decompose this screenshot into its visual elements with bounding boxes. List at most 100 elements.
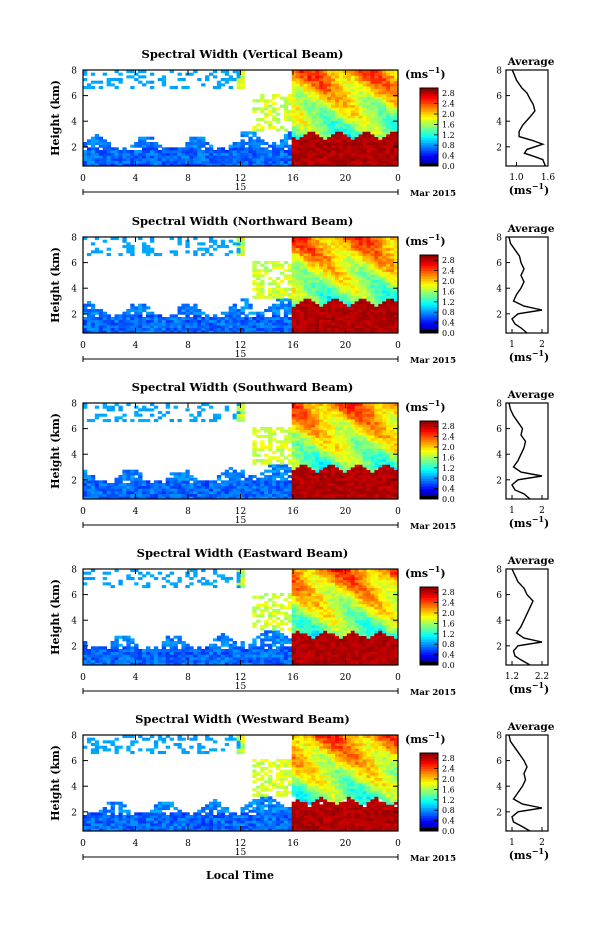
y-tick-label: 4 xyxy=(71,783,77,793)
colorbar-tick-label: 2.8 xyxy=(442,422,455,431)
y-axis-label: Height (km) xyxy=(49,80,62,156)
x-tick-label: 20 xyxy=(340,341,352,351)
average-title: Average xyxy=(507,389,555,401)
colorbar-tick-label: 2.0 xyxy=(442,443,455,452)
colorbar-unit: (ms−1) xyxy=(405,398,446,414)
avg-y-tick-label: 2 xyxy=(496,642,502,652)
x-tick-label: 4 xyxy=(133,673,139,683)
y-tick-label: 4 xyxy=(71,617,77,627)
panel-title: Spectral Width (Westward Beam) xyxy=(135,712,350,726)
x-tick-label: 8 xyxy=(185,839,191,849)
colorbar-tick-label: 0.0 xyxy=(442,661,455,670)
date-label: Mar 2015 xyxy=(410,854,456,864)
heatmap-cells xyxy=(83,735,399,832)
heatmap-cells xyxy=(83,569,399,666)
colorbar-tick-label: 1.2 xyxy=(442,131,455,140)
avg-y-tick-label: 8 xyxy=(496,566,502,576)
day-label: 15 xyxy=(235,516,247,526)
x-tick-label: 12 xyxy=(235,341,246,351)
average-frame xyxy=(505,402,549,500)
y-tick-label: 8 xyxy=(71,566,77,576)
y-axis-label: Height (km) xyxy=(49,745,62,821)
x-tick-label: 0 xyxy=(395,174,401,184)
avg-y-tick-label: 4 xyxy=(496,118,502,128)
avg-y-tick-label: 4 xyxy=(496,617,502,627)
average-profile-line xyxy=(511,568,543,666)
colorbar-tick-label: 0.4 xyxy=(442,152,455,161)
avg-x-tick-label: 2 xyxy=(539,838,545,848)
y-tick-label: 2 xyxy=(71,143,77,153)
y-tick-label: 8 xyxy=(71,234,77,244)
colorbar-tick-label: 2.8 xyxy=(442,588,455,597)
x-tick-label: 4 xyxy=(133,174,139,184)
colorbar-tick-label: 2.0 xyxy=(442,609,455,618)
panel-title: Spectral Width (Northward Beam) xyxy=(132,214,354,228)
date-label: Mar 2015 xyxy=(410,189,456,199)
colorbar-unit: (ms−1) xyxy=(405,564,446,580)
x-tick-label: 16 xyxy=(287,174,299,184)
colorbar-tick-label: 0.0 xyxy=(442,329,455,338)
avg-y-tick-label: 6 xyxy=(496,425,502,435)
x-tick-label: 4 xyxy=(133,839,139,849)
x-tick-label: 4 xyxy=(133,507,139,517)
colorbar-tick-label: 2.0 xyxy=(442,775,455,784)
average-unit: (ms−1) xyxy=(509,348,550,364)
average-panel: Average 2 4 6 8 1.0 1.6(ms−1) xyxy=(496,56,555,197)
x-tick-label: 8 xyxy=(185,341,191,351)
avg-x-tick-label: 2 xyxy=(539,340,545,350)
x-axis-label: Local Time xyxy=(206,869,274,882)
day-label: 15 xyxy=(235,682,247,692)
avg-y-tick-label: 8 xyxy=(496,234,502,244)
avg-x-tick-label: 1.0 xyxy=(509,173,524,183)
colorbar-tick-label: 2.4 xyxy=(442,433,455,442)
colorbar-frame xyxy=(419,752,439,832)
day-label: 15 xyxy=(235,350,247,360)
average-frame xyxy=(505,568,549,666)
x-tick-label: 12 xyxy=(235,507,246,517)
heatmap-cells xyxy=(83,403,399,500)
colorbar-tick-label: 2.4 xyxy=(442,267,455,276)
y-tick-label: 6 xyxy=(71,425,77,435)
x-tick-label: 0 xyxy=(395,507,401,517)
x-tick-label: 8 xyxy=(185,507,191,517)
x-tick-label: 0 xyxy=(80,839,86,849)
average-profile-line xyxy=(508,734,543,832)
average-title: Average xyxy=(507,721,555,733)
y-tick-label: 2 xyxy=(71,310,77,320)
day-label: 15 xyxy=(235,848,247,858)
date-label: Mar 2015 xyxy=(410,522,456,532)
colorbar-tick-label: 1.6 xyxy=(442,453,455,462)
avg-y-tick-label: 8 xyxy=(496,732,502,742)
avg-y-tick-label: 8 xyxy=(496,400,502,410)
heatmap-cells xyxy=(83,70,399,167)
y-tick-label: 6 xyxy=(71,92,77,102)
x-tick-label: 12 xyxy=(235,174,246,184)
colorbar-tick-label: 0.4 xyxy=(442,817,455,826)
average-profile-line xyxy=(508,236,543,334)
avg-y-tick-label: 6 xyxy=(496,259,502,269)
avg-y-tick-label: 6 xyxy=(496,757,502,767)
y-tick-label: 8 xyxy=(71,67,77,77)
avg-y-tick-label: 2 xyxy=(496,476,502,486)
avg-y-tick-label: 4 xyxy=(496,783,502,793)
y-tick-label: 6 xyxy=(71,591,77,601)
panel-title: Spectral Width (Vertical Beam) xyxy=(142,47,344,61)
colorbar-tick-label: 0.8 xyxy=(442,474,455,483)
avg-y-tick-label: 4 xyxy=(496,451,502,461)
avg-y-tick-label: 2 xyxy=(496,143,502,153)
colorbar-tick-label: 1.2 xyxy=(442,464,455,473)
x-tick-label: 16 xyxy=(287,507,299,517)
panel-title: Spectral Width (Eastward Beam) xyxy=(137,546,349,560)
average-profile-line xyxy=(508,402,543,500)
colorbar-tick-label: 2.0 xyxy=(442,277,455,286)
avg-x-tick-label: 1.2 xyxy=(505,672,519,682)
colorbar: 0.00.4 0.81.2 1.62.02.4 2.8 xyxy=(419,420,455,504)
colorbar-tick-label: 1.6 xyxy=(442,619,455,628)
y-tick-label: 6 xyxy=(71,259,77,269)
colorbar-tick-label: 2.4 xyxy=(442,765,455,774)
y-axis-label: Height (km) xyxy=(49,247,62,323)
